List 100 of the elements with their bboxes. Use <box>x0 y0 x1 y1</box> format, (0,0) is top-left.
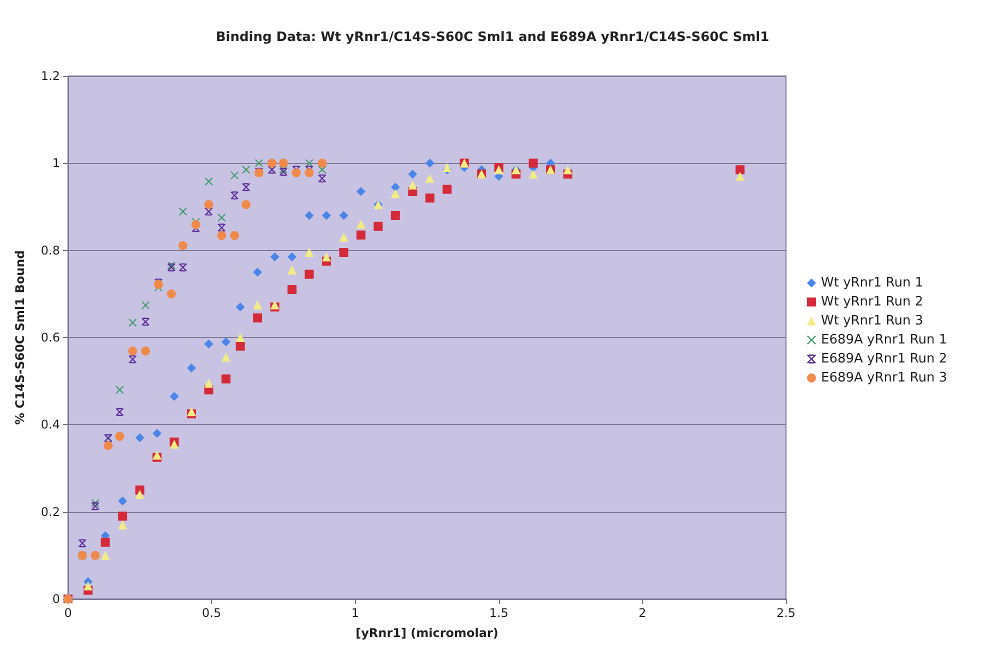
point <box>736 165 745 174</box>
point <box>141 346 150 356</box>
point <box>116 408 124 416</box>
point <box>425 194 434 203</box>
point <box>563 165 572 174</box>
point <box>288 252 297 262</box>
point <box>425 174 434 183</box>
point <box>100 550 110 560</box>
legend-label: Wt yRnr1 Run 2 <box>821 294 924 310</box>
point <box>230 191 239 200</box>
point <box>242 200 251 210</box>
point <box>253 300 262 310</box>
point <box>304 270 314 279</box>
point <box>278 158 288 168</box>
point <box>178 208 187 216</box>
point <box>356 220 366 229</box>
x-tick-label: 1.5 <box>489 606 508 620</box>
point <box>170 392 179 401</box>
point <box>390 210 400 220</box>
x-tick-label: 2 <box>638 606 646 620</box>
point <box>408 180 418 190</box>
point <box>91 502 100 510</box>
point <box>339 248 348 258</box>
point <box>191 220 200 230</box>
point <box>78 539 86 548</box>
point <box>425 158 434 168</box>
point <box>374 222 383 231</box>
point <box>230 231 240 240</box>
point <box>221 374 230 384</box>
point <box>318 158 327 168</box>
point <box>118 512 128 521</box>
point <box>218 224 226 232</box>
point <box>218 214 226 222</box>
point <box>221 337 230 346</box>
x-axis-title: [yRnr1] (micromolar) <box>356 626 498 640</box>
point <box>152 428 162 438</box>
point <box>270 252 280 262</box>
x-tick-label: 0 <box>64 606 72 620</box>
point <box>304 248 314 258</box>
point <box>204 177 213 186</box>
point <box>318 174 326 182</box>
point <box>142 301 150 310</box>
legend-label: E689A yRnr1 Run 2 <box>821 352 948 366</box>
point <box>528 158 538 168</box>
point <box>267 158 276 168</box>
y-tick-label: 0.2 <box>40 504 60 519</box>
point <box>390 182 400 192</box>
y-tick-label: 0 <box>52 592 60 606</box>
point <box>230 171 239 180</box>
point <box>166 289 176 298</box>
point <box>253 313 262 322</box>
point <box>204 378 214 388</box>
point <box>442 184 452 194</box>
point <box>204 200 214 210</box>
point <box>528 170 538 179</box>
point <box>339 232 348 242</box>
point <box>178 241 188 250</box>
point <box>322 252 331 262</box>
y-tick-label: 0.8 <box>40 243 60 258</box>
point <box>356 230 366 240</box>
point <box>118 496 128 506</box>
y-tick-label: 0.4 <box>40 418 60 432</box>
point <box>128 355 137 364</box>
point <box>288 285 297 294</box>
legend-label: Wt yRnr1 Run 1 <box>821 276 924 290</box>
point <box>100 538 110 547</box>
point <box>242 183 250 192</box>
point <box>736 172 745 181</box>
y-tick-label: 1.2 <box>40 69 60 83</box>
point <box>292 168 301 178</box>
point <box>254 159 263 168</box>
point <box>128 346 138 356</box>
point <box>115 432 124 441</box>
point <box>304 168 314 178</box>
point <box>135 433 144 442</box>
point <box>408 170 418 179</box>
point <box>236 302 245 312</box>
x-tick-label: 1 <box>351 606 360 620</box>
point <box>186 364 196 373</box>
chart-title: Binding Data: Wt yRnr1/C14S-S60C Sml1 and E689A yRnr1/C14S-S60C Sml1 <box>216 30 770 45</box>
point <box>204 340 214 349</box>
y-axis-title: % C14S-S60C Sml1 Bound <box>13 250 27 425</box>
legend-label: E689A yRnr1 Run 1 <box>821 332 948 348</box>
point <box>339 210 348 220</box>
legend-label: E689A yRnr1 Run 3 <box>821 370 948 386</box>
point <box>116 386 124 394</box>
point <box>221 352 230 362</box>
point <box>288 265 297 274</box>
point <box>142 318 150 326</box>
x-tick-label: 0.5 <box>202 606 222 620</box>
point <box>118 520 128 530</box>
point <box>322 210 331 220</box>
point <box>242 166 250 174</box>
point <box>104 441 113 450</box>
legend-label: Wt yRnr1 Run 3 <box>821 314 924 328</box>
point <box>304 210 314 220</box>
point <box>236 333 245 342</box>
point <box>178 263 187 272</box>
point <box>253 268 262 277</box>
point <box>135 490 144 499</box>
